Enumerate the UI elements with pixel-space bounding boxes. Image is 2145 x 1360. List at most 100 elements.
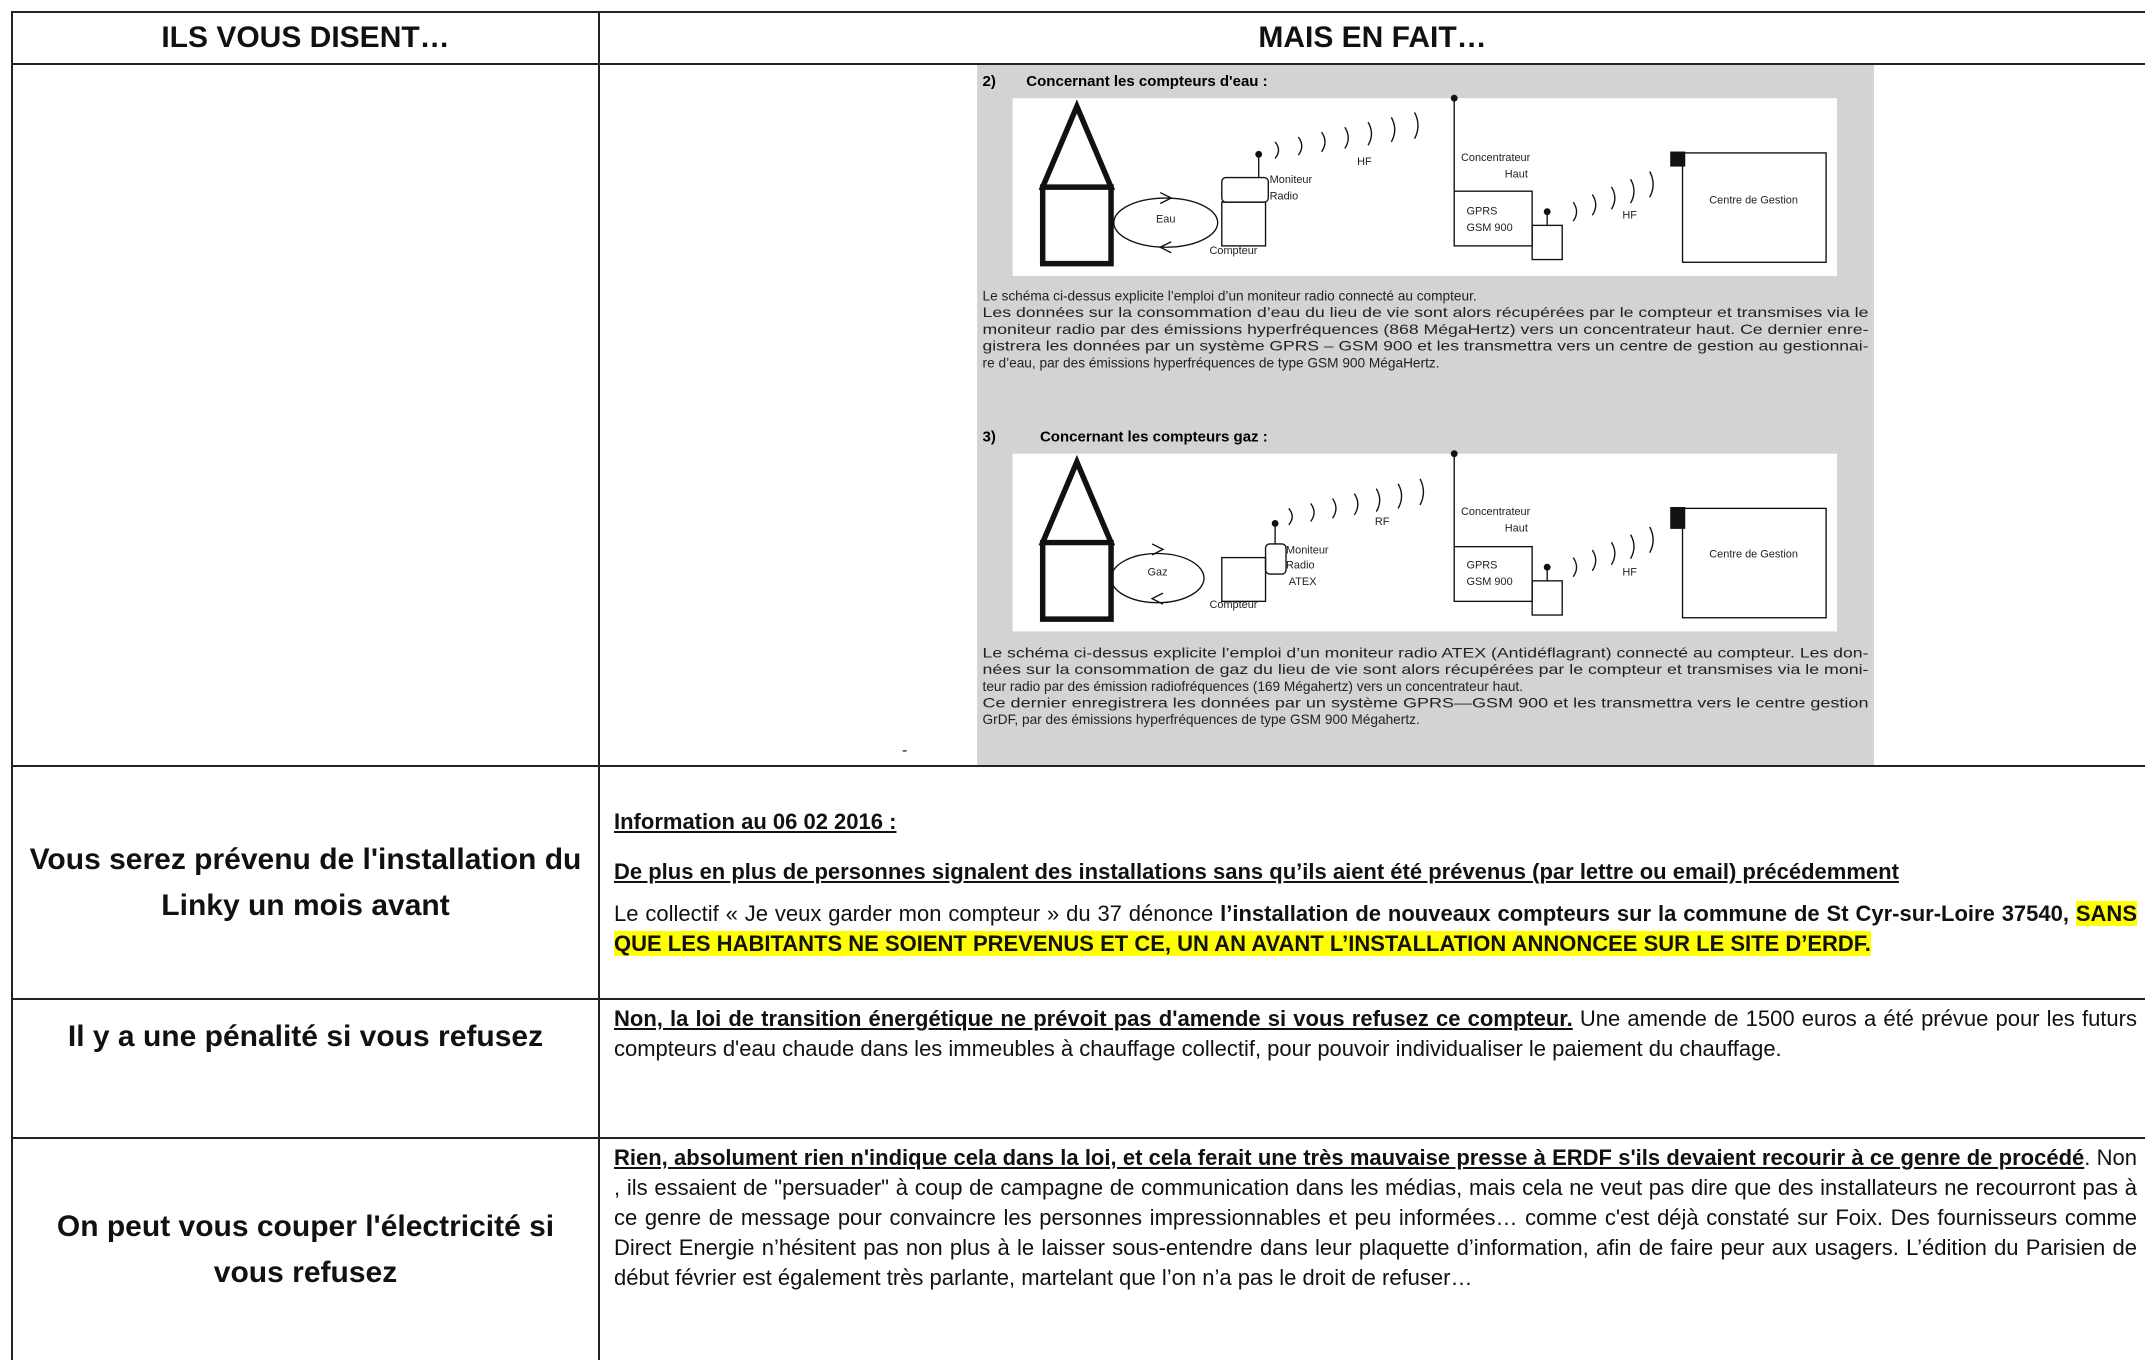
- caption-line: gistrera les données par un système GPRS…: [983, 339, 1869, 354]
- answer: Non, la loi de transition énergétique ne…: [600, 1000, 2145, 1137]
- diagram-panel: [1012, 453, 1838, 632]
- wave: [1629, 534, 1635, 560]
- text: Non, la loi de transition énergétique ne…: [614, 1006, 1573, 1031]
- arrow: [1150, 592, 1164, 605]
- diagram-label: Compteur: [1209, 599, 1257, 611]
- wave: [1610, 186, 1616, 210]
- diagram-label: Moniteur: [1270, 174, 1313, 186]
- meter: [1221, 201, 1267, 247]
- diagram-label: ATEX: [1289, 576, 1317, 588]
- diagram-label: Compteur: [1209, 245, 1257, 257]
- flow-loop: [1110, 552, 1205, 604]
- text: Rien, absolument rien n'indique cela dan…: [614, 1145, 2085, 1170]
- paragraph: Non, la loi de transition énergétique ne…: [614, 1004, 2137, 1064]
- arrow: [1159, 191, 1173, 205]
- wave: [1353, 493, 1359, 516]
- wave: [1649, 171, 1654, 198]
- diagram-label: RF: [1375, 516, 1390, 528]
- diagram-label: Eau: [1156, 214, 1175, 226]
- claim: Il y a une pénalité si vous refusez: [67, 1020, 544, 1053]
- answer: Rien, absolument rien n'indique cela dan…: [600, 1139, 2145, 1360]
- paragraph: De plus en plus de personnes signalent d…: [614, 857, 2137, 887]
- wave: [1390, 117, 1396, 143]
- diagram-label: HF: [1622, 210, 1637, 222]
- caption-line: Le schéma ci-dessus explicite l’emploi d…: [983, 645, 1869, 660]
- claim: On peut vous couper l'électricité si vou…: [56, 1209, 555, 1289]
- wave: [1375, 488, 1381, 513]
- marker: [1670, 151, 1686, 167]
- claim: Vous serez prévenu de l'installation du …: [29, 842, 582, 922]
- border: [11, 1137, 2145, 1139]
- text: l’installation de nouveaux compteurs sur…: [1220, 901, 2076, 926]
- paragraph: Le collectif « Je veux garder mon compte…: [614, 899, 2137, 959]
- diagram-label: Centre de Gestion: [1709, 194, 1798, 206]
- caption-line: Les données sur la consommation d’eau du…: [983, 305, 1869, 320]
- meter: [1221, 556, 1267, 603]
- header-cell: MAIS EN FAIT…: [1258, 21, 1487, 54]
- text: Le collectif « Je veux garder mon compte…: [614, 901, 1221, 926]
- border: [11, 765, 2145, 767]
- management-centre: [1681, 152, 1827, 263]
- text: Information au 06 02 2016 :: [614, 809, 897, 834]
- antenna-tip: [1255, 150, 1263, 158]
- caption-line: re d’eau, par des émissions hyperfréquen…: [983, 355, 1440, 370]
- paragraph: Information au 06 02 2016 :: [614, 807, 2137, 837]
- wave: [1397, 483, 1403, 509]
- text: . Non , ils essaient de "persuader" à co…: [614, 1145, 2137, 1290]
- paragraph: Rien, absolument rien n'indique cela dan…: [614, 1143, 2137, 1293]
- wave: [1310, 503, 1315, 522]
- diagram-label: Moniteur: [1286, 544, 1329, 556]
- caption-line: Ce dernier enregistrera les données par …: [983, 695, 1869, 710]
- answer: Information au 06 02 2016 : De plus en p…: [600, 767, 2145, 998]
- wave: [1591, 194, 1597, 216]
- wave: [1572, 557, 1578, 578]
- border: [11, 11, 2145, 13]
- diagram-label: HF: [1622, 566, 1637, 578]
- antenna-tip: [1543, 208, 1551, 216]
- diagram-label: HF: [1357, 156, 1372, 168]
- caption-line: teur radio par des émission radiofréquen…: [983, 679, 1523, 694]
- antenna-tip: [1271, 520, 1279, 527]
- diagram-label: GSM 900: [1467, 576, 1513, 588]
- text: De plus en plus de personnes signalent d…: [614, 859, 1899, 884]
- marker: [1670, 507, 1686, 529]
- header-cell: ILS VOUS DISENT…: [161, 21, 450, 54]
- border: [11, 998, 2145, 1000]
- concentrator: [1453, 545, 1533, 603]
- diagram-label: Concentrateur: [1461, 506, 1531, 518]
- border: [598, 11, 600, 1360]
- diagram-label: Haut: [1505, 169, 1528, 181]
- diagram-label: GPRS: [1467, 560, 1498, 572]
- wave: [1649, 526, 1654, 553]
- wave: [1419, 478, 1425, 506]
- antenna-tip: [1450, 450, 1458, 458]
- diagram-label: GSM 900: [1467, 222, 1513, 234]
- diagram-label: Haut: [1505, 523, 1528, 535]
- figure: 2) Concernant les compteurs d'eau : Monite…: [977, 65, 1874, 765]
- diagram-label: Radio: [1270, 190, 1299, 202]
- wave: [1297, 136, 1303, 156]
- wave: [1344, 126, 1349, 149]
- section-heading: Concernant les compteurs d'eau :: [1026, 73, 1267, 90]
- section-heading: Concernant les compteurs gaz :: [1040, 428, 1268, 445]
- wave: [1331, 498, 1337, 519]
- house: [1038, 454, 1116, 622]
- wave: [1367, 121, 1373, 146]
- text: Une amende de 1500 euros a été prévue po…: [614, 1006, 2137, 1061]
- wave: [1591, 549, 1597, 572]
- border: [11, 63, 2145, 65]
- dash: -: [902, 742, 908, 759]
- arrow: [1151, 543, 1165, 556]
- caption-line: moniteur radio par des émissions hyperfr…: [983, 322, 1869, 337]
- diagram-label: Radio: [1286, 560, 1315, 572]
- diagram-panel: [1012, 98, 1838, 276]
- concentrator: [1453, 190, 1533, 247]
- border: [11, 11, 13, 1360]
- caption-line: Le schéma ci-dessus explicite l’emploi d…: [983, 289, 1477, 304]
- caption-line: GrDF, par des émissions hyperfréquences …: [983, 712, 1420, 727]
- section-number: 3): [983, 428, 996, 445]
- wave: [1288, 507, 1293, 526]
- antenna-tip: [1543, 563, 1551, 571]
- management-centre: [1681, 507, 1827, 619]
